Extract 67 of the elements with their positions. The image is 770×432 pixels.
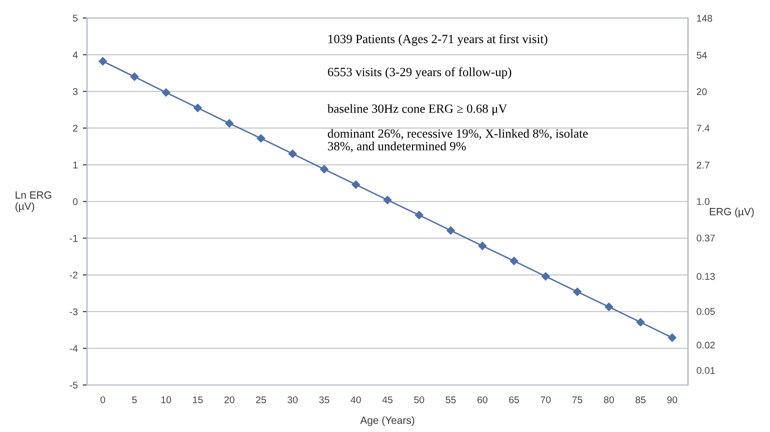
y-tick-label: -5 <box>70 382 78 389</box>
y-tick-label: 4 <box>72 52 78 58</box>
point <box>668 334 676 342</box>
x-tick-label: 50 <box>414 396 424 404</box>
point <box>383 196 392 204</box>
x-tick-label: 40 <box>350 396 361 404</box>
point <box>130 72 139 81</box>
x-tick-label: 80 <box>604 396 614 404</box>
y2-tick-label: 0.02 <box>696 342 715 349</box>
annotation: baseline 30Hz cone ERG ≥ 0.68 μV <box>327 104 508 116</box>
y2-axis-title: ERG (µV) <box>710 208 754 218</box>
y2-tick-label: 0.05 <box>696 308 715 315</box>
x-tick-label: 0 <box>100 396 106 404</box>
y2-tick-label: 2.7 <box>696 162 710 168</box>
point <box>573 288 582 296</box>
point <box>98 57 107 66</box>
x-tick-label: 75 <box>572 396 582 404</box>
point <box>446 226 455 235</box>
x-tick-label: 55 <box>446 396 456 404</box>
x-tick-label: 10 <box>161 396 172 404</box>
point <box>352 180 360 189</box>
y2-tick-label: 0.37 <box>696 234 715 242</box>
x-tick-label: 35 <box>319 396 330 404</box>
y-tick-label: -3 <box>70 308 78 316</box>
x-tick-label: 70 <box>540 396 551 404</box>
point <box>636 318 645 326</box>
point <box>288 150 297 158</box>
point <box>478 242 487 250</box>
annotation: 1039 Patients (Ages 2-71 years at first visit) <box>328 34 548 46</box>
point <box>162 88 170 97</box>
point <box>415 210 424 220</box>
x-tick-label: 90 <box>667 396 678 404</box>
x-tick-label: 45 <box>382 396 392 404</box>
y2-tick-label: 7.4 <box>696 124 710 132</box>
y2-tick-label: 1.0 <box>697 198 710 206</box>
y-tick-label: -2 <box>70 272 78 278</box>
x-axis-title: Age (Years) <box>360 416 414 426</box>
y2-tick-label: 148 <box>697 14 712 22</box>
point <box>256 134 266 143</box>
y-tick-label: 0 <box>72 198 78 206</box>
point <box>510 256 518 266</box>
y2-tick-label: 54 <box>696 52 707 59</box>
x-tick-label: 25 <box>256 396 266 404</box>
y-tick-label: 3 <box>72 88 78 96</box>
y2-tick-label: 0.13 <box>696 272 715 280</box>
y-tick-label: -1 <box>70 235 78 242</box>
x-tick-label: 65 <box>509 396 520 404</box>
point <box>542 272 550 280</box>
y-tick-label: 2 <box>73 124 78 132</box>
x-tick-label: 5 <box>132 396 137 404</box>
point <box>320 165 328 174</box>
y-axis-title: Ln ERG (µV) <box>16 191 52 212</box>
y-tick-label: 5 <box>72 14 78 22</box>
point <box>225 119 234 128</box>
y-tick-label: 1 <box>73 162 78 168</box>
point <box>194 104 202 112</box>
y2-tick-label: 20 <box>696 88 707 96</box>
x-tick-label: 20 <box>224 396 234 404</box>
x-tick-label: 60 <box>477 396 488 404</box>
x-tick-label: 85 <box>636 396 646 404</box>
annotation: dominant 26%, recessive 19%, X-linked 8%, isolate 38%, and undetermined 9% <box>328 128 588 152</box>
point <box>604 302 614 311</box>
x-tick-label: 30 <box>288 396 298 404</box>
x-tick-label: 15 <box>193 396 203 404</box>
y-tick-label: -4 <box>70 345 78 352</box>
y2-tick-label: 0.01 <box>696 367 715 374</box>
annotation: 6553 visits (3-29 years of follow-up) <box>328 67 512 79</box>
